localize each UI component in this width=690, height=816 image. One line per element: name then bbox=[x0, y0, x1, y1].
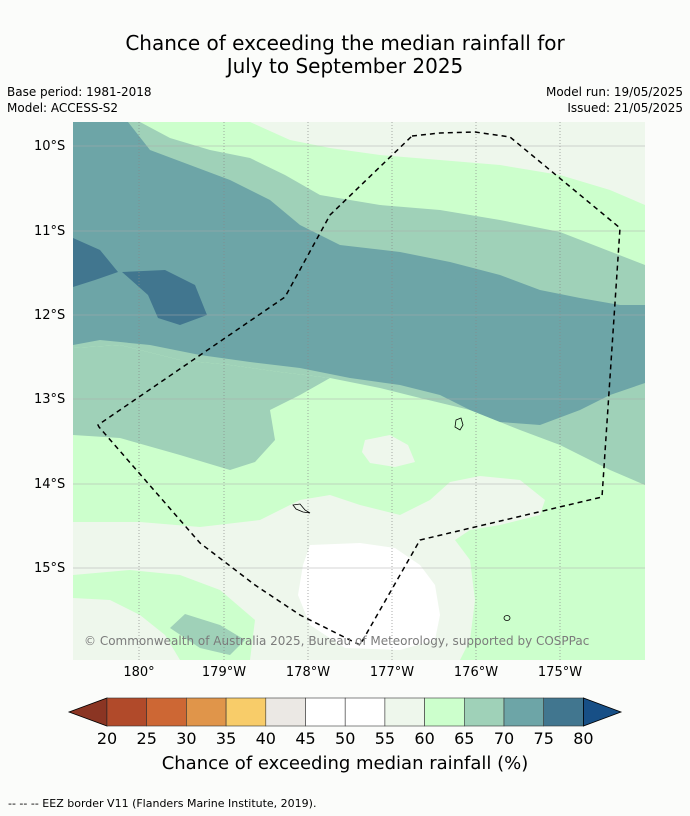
lon-label: 176°W bbox=[453, 665, 499, 680]
lat-label: 14°S bbox=[34, 477, 66, 492]
colorbar-tick-label: 60 bbox=[414, 729, 435, 748]
band-55-60-sw bbox=[73, 598, 180, 660]
lon-label: 175°W bbox=[537, 665, 583, 680]
map-title-line2: July to September 2025 bbox=[226, 54, 464, 78]
colorbar-tick-label: 70 bbox=[493, 729, 515, 748]
colorbar-tick-label: 45 bbox=[295, 729, 316, 748]
map-title-line1: Chance of exceeding the median rainfall … bbox=[125, 31, 565, 55]
island-outline bbox=[292, 503, 311, 514]
lon-label: 180° bbox=[123, 665, 155, 680]
island-outline bbox=[503, 615, 511, 621]
issued-date: Issued: 21/05/2025 bbox=[567, 101, 683, 115]
eez-legend-note: -- -- -- EEZ border V11 (Flanders Marine… bbox=[8, 797, 317, 810]
lat-label: 12°S bbox=[34, 308, 66, 323]
colorbar-tick-label: 65 bbox=[454, 729, 475, 748]
band-65-70-sw bbox=[170, 614, 245, 655]
lon-label: 179°W bbox=[201, 665, 247, 680]
colorbar-tick-label: 75 bbox=[533, 729, 554, 748]
band-55-60-north bbox=[250, 122, 645, 205]
lat-label: 11°S bbox=[34, 224, 66, 239]
band-65-70-west bbox=[73, 345, 330, 470]
colorbar-tick-label: 50 bbox=[335, 729, 356, 748]
base-period: Base period: 1981-2018 bbox=[7, 85, 152, 99]
lat-label: 13°S bbox=[34, 392, 66, 407]
eez-border bbox=[97, 131, 621, 646]
band-70-75 bbox=[73, 122, 645, 425]
colorbar-tick-label: 30 bbox=[176, 729, 197, 748]
band-75-80-central bbox=[122, 270, 207, 325]
band-75-80-east bbox=[442, 265, 472, 281]
island-outline bbox=[454, 417, 464, 431]
model-name: Model: ACCESS-S2 bbox=[7, 101, 119, 115]
model-run: Model run: 19/05/2025 bbox=[545, 85, 683, 99]
colorbar-tick-label: 55 bbox=[374, 729, 396, 748]
band-55-60-islet bbox=[362, 435, 415, 467]
colorbar-tick-label: 20 bbox=[96, 729, 118, 748]
band-75-80-west bbox=[73, 238, 118, 287]
colorbar-tick-label: 40 bbox=[255, 729, 276, 748]
copyright-notice: © Commonwealth of Australia 2025, Bureau… bbox=[84, 634, 590, 648]
band-45-50 bbox=[298, 543, 440, 650]
colorbar-tick-label: 35 bbox=[215, 729, 237, 748]
lat-label: 15°S bbox=[34, 561, 66, 576]
lon-label: 177°W bbox=[369, 665, 415, 680]
lon-label: 178°W bbox=[285, 665, 331, 680]
colorbar-title: Chance of exceeding median rainfall (%) bbox=[161, 753, 529, 774]
lat-label: 10°S bbox=[34, 139, 66, 154]
colorbar-tick-label: 80 bbox=[573, 729, 594, 748]
colorbar-tick-label: 25 bbox=[136, 729, 157, 748]
